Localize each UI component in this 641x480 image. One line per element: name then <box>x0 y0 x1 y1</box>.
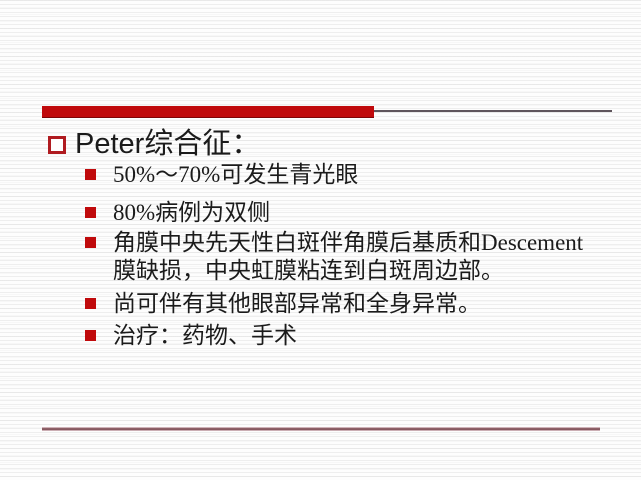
list-item: 80%病例为双侧 <box>85 199 600 227</box>
bullet-square-icon <box>85 298 96 309</box>
bullet-text: 尚可伴有其他眼部异常和全身异常。 <box>113 291 481 316</box>
list-item: 角膜中央先天性白斑伴角膜后基质和Descement膜缺损，中央虹膜粘连到白斑周边… <box>85 229 600 285</box>
bullet-square-icon <box>85 169 96 180</box>
bullet-text: 角膜中央先天性白斑伴角膜后基质和Descement膜缺损，中央虹膜粘连到白斑周边… <box>113 230 584 283</box>
list-item: 治疗：药物、手术 <box>85 322 600 350</box>
bullet-square-icon <box>85 207 96 218</box>
slide-title-row: Peter综合征： <box>48 127 260 161</box>
title-divider-bar <box>42 106 374 118</box>
bottom-divider-line <box>42 427 600 431</box>
bullet-text: 80%病例为双侧 <box>113 200 271 225</box>
bullet-square-icon <box>85 237 96 248</box>
page-title: Peter综合征： <box>75 128 261 160</box>
bullet-square-icon <box>85 330 96 341</box>
bullet-text: 治疗：药物、手术 <box>113 323 297 348</box>
bullet-text: 50%～70%可发生青光眼 <box>113 162 359 187</box>
title-divider-extension-line <box>374 110 612 112</box>
list-item: 50%～70%可发生青光眼 <box>85 161 600 189</box>
title-bullet-square-icon <box>48 136 66 154</box>
list-item: 尚可伴有其他眼部异常和全身异常。 <box>85 290 600 318</box>
